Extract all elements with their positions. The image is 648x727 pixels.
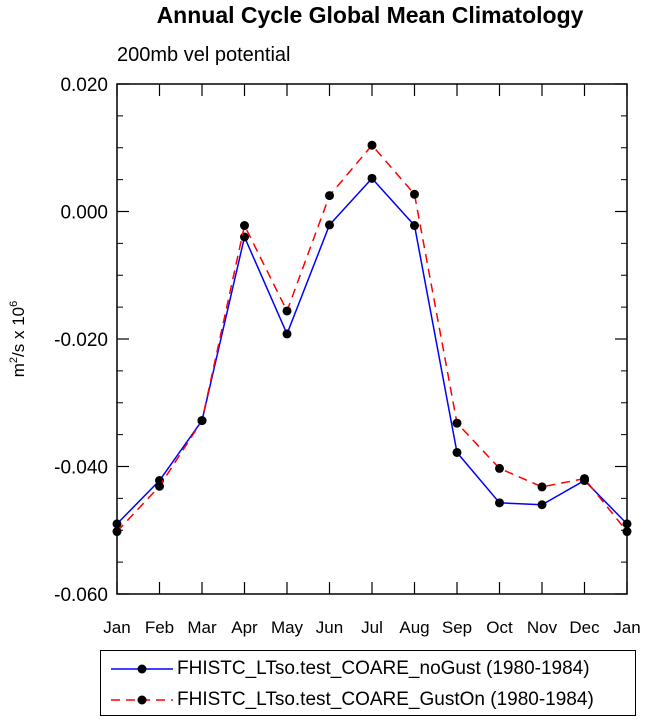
x-tick-label: May [271, 618, 304, 637]
x-tick-label: Aug [399, 618, 429, 637]
line-chart: -0.060 -0.040 -0.020 0.000 0.020 Jan Feb Mar Ap… [8, 75, 641, 637]
x-tick-label: Mar [187, 618, 217, 637]
data-point [282, 329, 292, 339]
y-axis-label-base: m [9, 363, 28, 377]
y-axis-label-sup1: 2 [8, 357, 20, 363]
x-tick-label: Jan [613, 618, 640, 637]
y-tick-label: -0.060 [54, 585, 108, 606]
legend-swatch-nogust [111, 664, 173, 674]
chart-title: Annual Cycle Global Mean Climatology [156, 2, 584, 28]
data-point [537, 482, 547, 492]
data-point [240, 232, 249, 242]
data-point [367, 173, 377, 183]
data-point [495, 498, 504, 508]
y-axis-label-mid: /s x 10 [9, 307, 28, 357]
y-axis-ticks: -0.060 -0.040 -0.020 0.000 0.020 [54, 75, 627, 606]
legend-swatch-guston [111, 695, 173, 705]
y-axis-label-sup2: 6 [8, 301, 20, 307]
legend-label-guston: FHISTC_LTso.test_COARE_GustOn (1980-1984… [177, 689, 594, 710]
plot-frame [116, 83, 628, 595]
minor-ticks [117, 83, 627, 595]
data-point [240, 221, 249, 231]
legend-item-nogust: FHISTC_LTso.test_COARE_noGust (1980-1984… [101, 654, 635, 684]
data-point [197, 416, 207, 426]
x-tick-label: Jul [361, 618, 383, 637]
y-axis-label: m2/s x 106 [8, 301, 28, 378]
data-point [495, 463, 504, 473]
data-point [537, 500, 547, 510]
x-tick-label: Jan [103, 618, 130, 637]
legend-item-guston: FHISTC_LTso.test_COARE_GustOn (1980-1984… [101, 685, 635, 715]
y-tick-label: 0.020 [60, 75, 108, 96]
x-tick-label: Oct [486, 618, 513, 637]
legend-label-nogust: FHISTC_LTso.test_COARE_noGust (1980-1984… [177, 658, 590, 679]
chart-subtitle: 200mb vel potential [117, 44, 291, 66]
series-line-0 [116, 177, 628, 525]
data-point [452, 418, 462, 428]
data-point [452, 447, 462, 457]
y-tick-label: 0.000 [60, 203, 108, 224]
data-point [325, 191, 334, 201]
series-line-1 [116, 144, 628, 533]
data-point [367, 140, 377, 150]
data-point [282, 306, 292, 316]
x-tick-label: Dec [569, 618, 600, 637]
y-tick-label: -0.020 [54, 330, 108, 351]
legend: FHISTC_LTso.test_COARE_noGust (1980-1984… [100, 650, 636, 716]
x-tick-label: Feb [145, 618, 174, 637]
x-tick-label: Nov [527, 618, 558, 637]
data-point [410, 189, 419, 199]
data-point [325, 220, 334, 230]
y-tick-label: -0.040 [54, 458, 108, 479]
data-point [580, 474, 589, 484]
series-layer [112, 140, 632, 537]
x-tick-label: Sep [442, 618, 472, 637]
data-point [155, 481, 164, 491]
x-axis-ticks: Jan Feb Mar Apr May Jun Jul Aug Sep Oct Nov Dec Jan [103, 84, 641, 637]
x-tick-label: Apr [231, 618, 258, 637]
data-point [410, 221, 419, 231]
x-tick-label: Jun [316, 618, 343, 637]
